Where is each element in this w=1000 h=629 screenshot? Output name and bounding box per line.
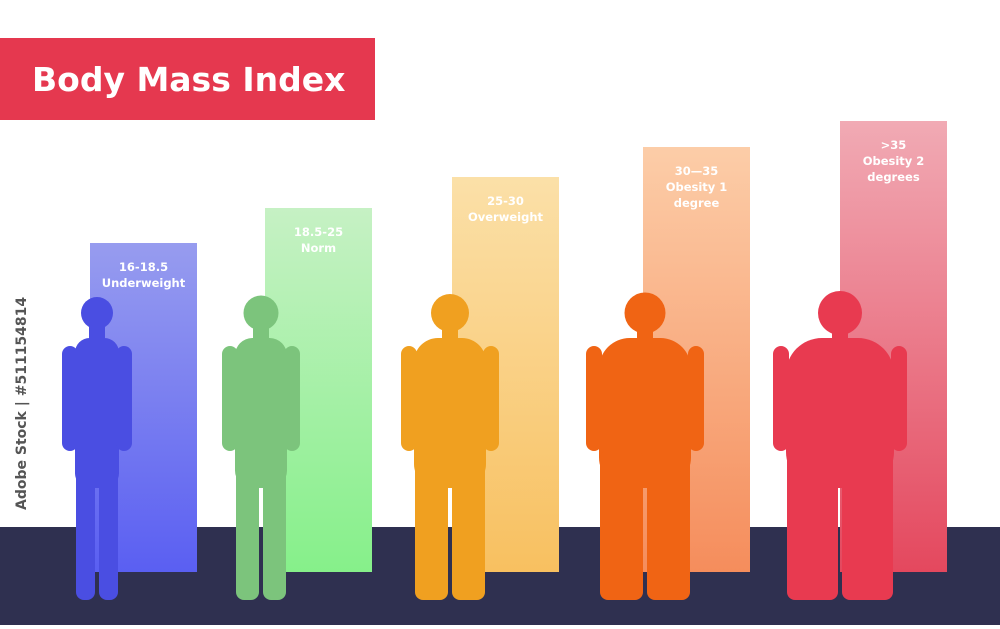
leg (787, 450, 838, 600)
leg (236, 450, 259, 600)
silhouette (586, 292, 704, 600)
head (243, 295, 279, 331)
head (818, 291, 862, 335)
arm (773, 346, 789, 451)
neck (442, 322, 458, 342)
title-box (0, 38, 375, 120)
leg (263, 450, 286, 600)
leg (647, 450, 690, 600)
neck (637, 322, 653, 342)
bmi-name: Obesity 1 (666, 180, 728, 194)
arm (586, 346, 602, 451)
leg (415, 450, 448, 600)
head (431, 294, 469, 332)
arm (116, 346, 132, 451)
bmi-groups: 16-18.5 Underweight 18.5-25 Norm 25-30 Overwe… (62, 121, 947, 600)
silhouette (222, 295, 300, 600)
bmi-range: 30—35 (675, 164, 719, 178)
bmi-range: 16-18.5 (119, 260, 168, 274)
leg (76, 450, 95, 600)
bmi-name: degree (674, 196, 720, 210)
neck (89, 322, 105, 342)
bmi-name: degrees (867, 170, 920, 184)
bmi-range: >35 (881, 138, 907, 152)
bmi-range: 18.5-25 (294, 225, 343, 239)
head (624, 292, 666, 334)
silhouette (773, 291, 907, 600)
bmi-name: Obesity 2 (863, 154, 925, 168)
bmi-name: Underweight (102, 276, 186, 290)
neck (832, 322, 848, 342)
arm (284, 346, 300, 451)
arm (483, 346, 499, 451)
silhouette (401, 294, 499, 600)
title: Body Mass Index (32, 60, 345, 99)
bmi-name: Overweight (468, 210, 544, 224)
watermark: Adobe Stock | #511154814 (14, 297, 30, 510)
leg (99, 450, 118, 600)
bmi-range: 25-30 (487, 194, 524, 208)
leg (600, 450, 643, 600)
arm (401, 346, 417, 451)
arm (62, 346, 78, 451)
bmi-name: Norm (301, 241, 336, 255)
leg (452, 450, 485, 600)
leg (842, 450, 893, 600)
silhouette (62, 297, 132, 600)
head (81, 297, 113, 329)
neck (253, 322, 269, 342)
arm (688, 346, 704, 451)
arm (891, 346, 907, 451)
arm (222, 346, 238, 451)
